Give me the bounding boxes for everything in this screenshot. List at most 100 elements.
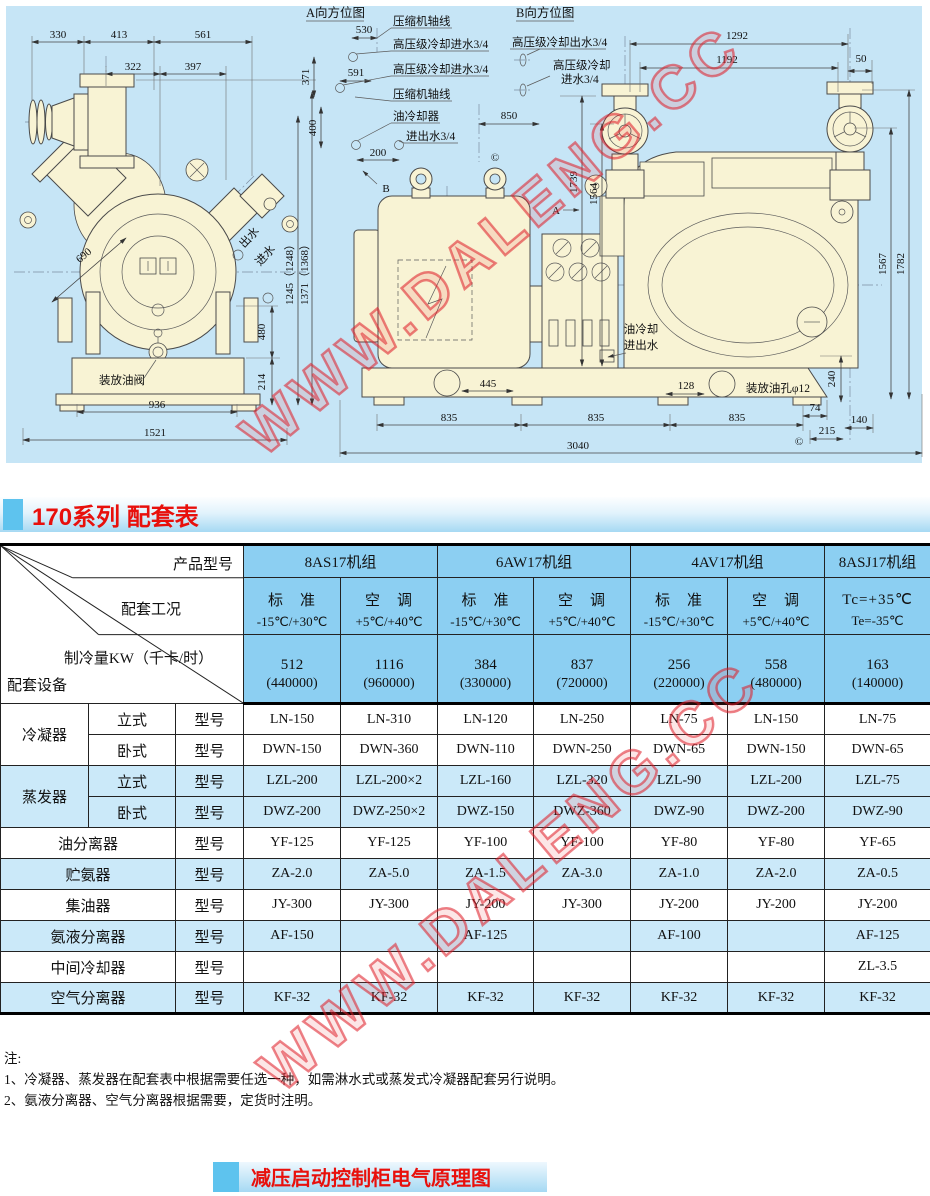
notes-label: 注: — [4, 1051, 22, 1066]
copyright-mark: © — [491, 152, 499, 164]
model-value-cell: LN-310 — [340, 703, 439, 735]
model-value-cell: KF-32 — [243, 982, 342, 1014]
dim-label: 1292 — [726, 30, 748, 42]
part-label: 高压级冷却出水3/4 — [512, 35, 607, 49]
device-name-cell: 蒸发器 — [0, 765, 89, 828]
condition-cell: 空 调 +5℃/+40℃ — [533, 577, 632, 635]
device-name-cell: 中间冷却器 — [0, 951, 176, 983]
type-label-cell: 型号 — [174, 827, 245, 859]
condition-line2: -15℃/+30℃ — [643, 614, 715, 629]
model-value-cell: DWN-65 — [630, 734, 729, 766]
part-label: 进出水3/4 — [406, 129, 455, 143]
dim-label: 1371（1368） — [298, 239, 311, 305]
table-row: 空气分离器 型号 KF-32 KF-32 KF-32 KF-32 KF-32 KF-32 KF-… — [0, 982, 930, 1014]
model-value-cell: LZL-90 — [630, 765, 729, 797]
dim-label: 850 — [501, 110, 518, 122]
device-name-cell: 空气分离器 — [0, 982, 176, 1014]
capacity-kcal: (480000) — [750, 676, 802, 691]
device-subtype-cell: 卧式 — [88, 734, 176, 766]
type-label-cell: 型号 — [174, 889, 245, 921]
model-value-cell: DWN-250 — [533, 734, 632, 766]
condition-cell: 标 准 -15℃/+30℃ — [243, 577, 342, 635]
model-value-cell: ZA-5.0 — [340, 858, 439, 890]
product-header: 8ASJ17机组 — [824, 544, 930, 578]
model-value-cell: ZA-2.0 — [243, 858, 342, 890]
condition-line1: 空 调 — [365, 593, 414, 609]
product-header: 8AS17机组 — [243, 544, 439, 578]
capacity-cell: 384 (330000) — [437, 634, 535, 705]
dim-label: 1564 — [588, 183, 600, 206]
spec-table: 产品型号 配套工况 制冷量KW（千卡/时） 配套设备 8AS17机组 6AW17机组 4AV… — [0, 543, 930, 1015]
dim-label: 835 — [729, 412, 746, 424]
dim-label: 1521 — [144, 427, 166, 439]
model-value-cell: LZL-75 — [824, 765, 930, 797]
condition-cell: 标 准 -15℃/+30℃ — [437, 577, 535, 635]
condition-line2: +5℃/+40℃ — [355, 614, 423, 629]
model-value-cell: DWZ-200 — [727, 796, 826, 828]
type-label-cell: 型号 — [174, 920, 245, 952]
model-value-cell: ZA-1.5 — [437, 858, 535, 890]
part-label: 进水3/4 — [561, 73, 599, 86]
section-title: 170系列 配套表 — [32, 504, 199, 531]
type-label-cell: 型号 — [174, 858, 245, 890]
dim-label: 128 — [678, 380, 695, 392]
model-value-cell: LN-120 — [437, 703, 535, 735]
model-value-cell: AF-125 — [437, 920, 535, 952]
dim-label: 530 — [356, 24, 373, 36]
type-label-cell: 型号 — [174, 796, 245, 828]
banner-square-icon — [3, 499, 23, 530]
capacity-kw: 384 — [474, 657, 497, 673]
table-row: 油分离器 型号 YF-125 YF-125 YF-100 YF-100 YF-80 YF-80… — [0, 827, 930, 859]
model-value-cell: JY-200 — [727, 889, 826, 921]
part-label: 高压级冷却进水3/4 — [393, 37, 488, 51]
engineering-drawing: 330 413 561 322 397 690 出水 进水 480 214 12… — [0, 0, 930, 468]
dim-label: 835 — [441, 412, 458, 424]
dim-label: 74 — [810, 402, 822, 414]
table-row: 集油器 型号 JY-300 JY-300 JY-200 JY-300 JY-200 JY-20… — [0, 889, 930, 921]
oil-valve-label: 装放油阀 — [99, 373, 145, 387]
model-value-cell — [533, 920, 632, 952]
model-value-cell: DWN-65 — [824, 734, 930, 766]
dim-label: 140 — [851, 414, 868, 426]
dim-label: 400 — [307, 119, 319, 136]
direction-a-label: A — [552, 205, 560, 217]
model-value-cell: LN-75 — [630, 703, 729, 735]
condition-line1: 标 准 — [461, 593, 510, 609]
model-value-cell: YF-100 — [533, 827, 632, 859]
capacity-cell: 558 (480000) — [727, 634, 826, 705]
condition-line2: Te=-35℃ — [851, 613, 904, 628]
model-value-cell: KF-32 — [533, 982, 632, 1014]
device-subtype-cell: 立式 — [88, 703, 176, 735]
condition-cell: 标 准 -15℃/+30℃ — [630, 577, 729, 635]
table-row: 512 (440000) 1116 (960000) 384 (330000) 837 (72… — [1, 634, 930, 705]
model-value-cell: ZL-3.5 — [824, 951, 930, 983]
model-value-cell — [437, 951, 535, 983]
table-row: 氨液分离器 型号 AF-150 AF-125 AF-100 AF-125 — [0, 920, 930, 952]
model-value-cell: DWZ-90 — [630, 796, 729, 828]
device-name-cell: 贮氨器 — [0, 858, 176, 890]
notes: 注: 1、冷凝器、蒸发器在配套表中根据需要任选一种，如需淋水式或蒸发式冷凝器配套… — [4, 1048, 564, 1111]
type-label-cell: 型号 — [174, 982, 245, 1014]
model-value-cell: YF-125 — [340, 827, 439, 859]
part-label: 油冷却 — [624, 322, 659, 336]
dim-label: 445 — [480, 378, 497, 390]
model-value-cell: ZA-1.0 — [630, 858, 729, 890]
dim-label: 214 — [256, 373, 268, 390]
dim-label: 330 — [50, 29, 67, 41]
model-value-cell: KF-32 — [340, 982, 439, 1014]
condition-line2: -15℃/+30℃ — [256, 614, 328, 629]
model-value-cell: DWZ-200 — [243, 796, 342, 828]
dim-label: 371 — [300, 69, 312, 86]
model-value-cell: JY-300 — [243, 889, 342, 921]
model-value-cell: JY-200 — [437, 889, 535, 921]
model-value-cell — [727, 951, 826, 983]
part-label: 压缩机轴线 — [393, 14, 451, 28]
direction-b-diagram: B向方位图 高压级冷却出水3/4 高压级冷却 进水3/4 — [510, 5, 611, 97]
capacity-kw: 163 — [866, 657, 889, 673]
capacity-cell: 512 (440000) — [243, 634, 342, 705]
model-value-cell: KF-32 — [824, 982, 930, 1014]
capacity-kw: 512 — [280, 657, 304, 673]
device-subtype-cell: 卧式 — [88, 796, 176, 828]
model-value-cell: DWN-360 — [340, 734, 439, 766]
model-value-cell: ZA-0.5 — [824, 858, 930, 890]
